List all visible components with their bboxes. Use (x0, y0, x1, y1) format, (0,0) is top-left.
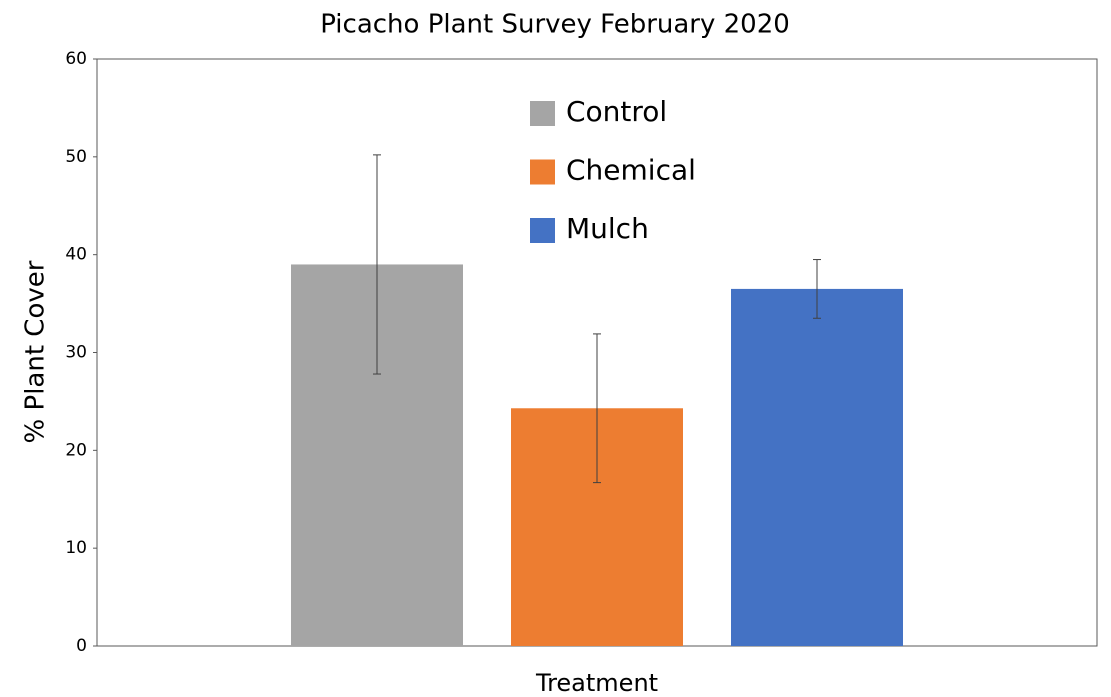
y-tick-label: 0 (76, 636, 87, 656)
legend-swatch (530, 101, 555, 126)
y-tick-label: 50 (65, 147, 87, 167)
legend-swatch (530, 218, 555, 243)
y-tick-label: 20 (65, 440, 87, 460)
y-tick-label: 30 (65, 343, 87, 363)
legend-label: Mulch (566, 212, 649, 245)
y-tick-label: 60 (65, 49, 87, 69)
y-axis-label: % Plant Cover (21, 260, 51, 443)
y-tick-label: 10 (65, 538, 87, 558)
legend-swatch (530, 159, 555, 185)
legend-label: Control (566, 95, 667, 128)
x-axis-label: Treatment (535, 669, 658, 697)
y-tick-label: 40 (65, 245, 87, 265)
chart-title: Picacho Plant Survey February 2020 (320, 10, 790, 40)
bar (731, 288, 903, 646)
legend-label: Chemical (566, 154, 696, 187)
